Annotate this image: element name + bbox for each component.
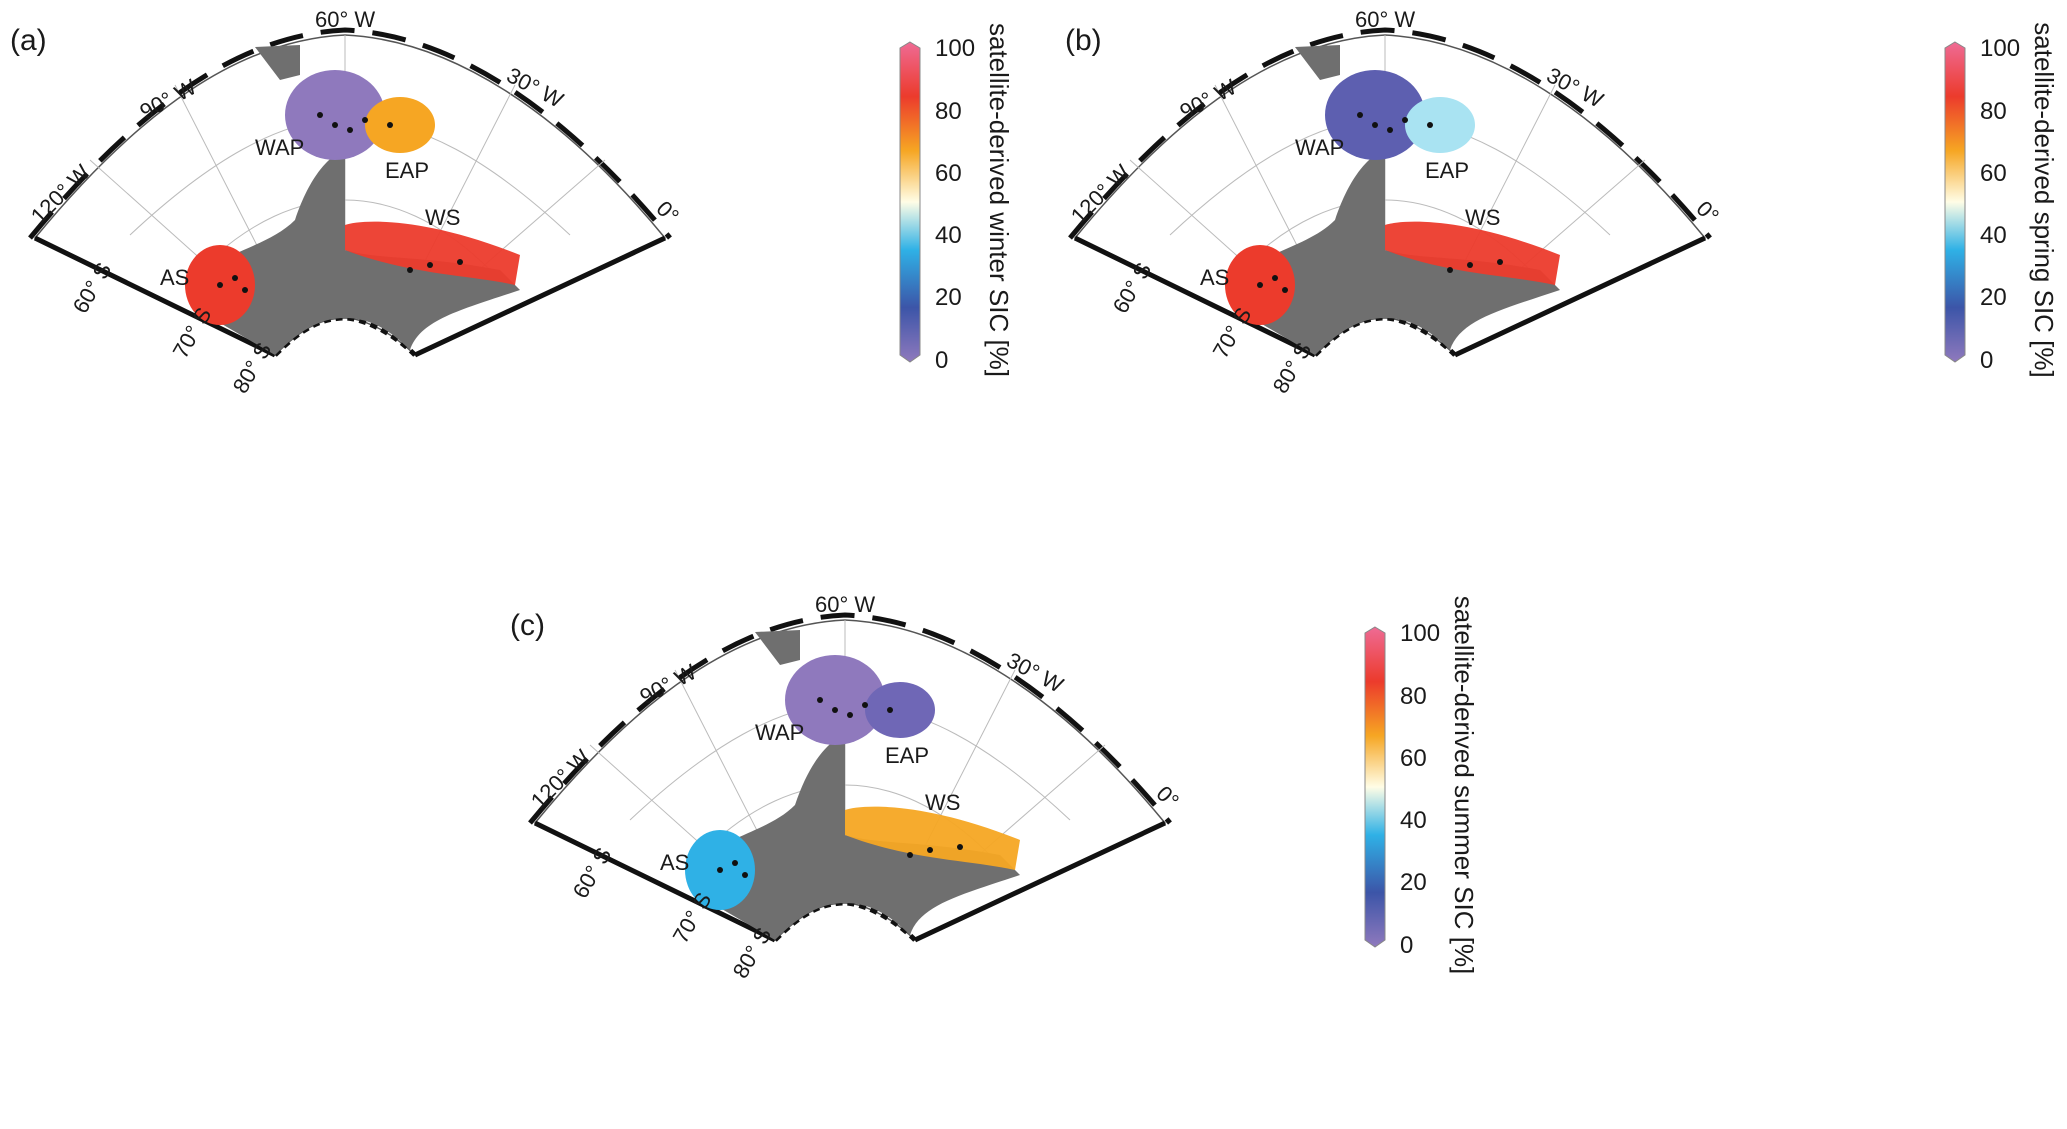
lat-label: 60° S (68, 258, 117, 317)
frame-border-outer (28, 27, 672, 240)
panel-label: (a) (10, 24, 47, 57)
land (255, 45, 300, 80)
colorbar-tick: 60 (1400, 745, 1427, 772)
lat-label: 80° S (728, 923, 777, 982)
lon-label: 0° (651, 196, 684, 229)
sample-points (717, 697, 963, 878)
panel-b: (b) WAP EAP WS (1040, 0, 2067, 520)
panel-a: (a) WAP EAP WS (0, 0, 1030, 520)
region-label-as: AS (660, 850, 689, 875)
colorbar-tick: 100 (1980, 35, 2020, 62)
colorbar: 100 80 60 40 20 0 satellite-derived wint… (899, 23, 1014, 377)
lat-label: 60° S (1108, 258, 1157, 317)
lat-label: 80° S (1268, 338, 1317, 397)
ws-sic-field (845, 806, 1020, 870)
colorbar-tick: 0 (935, 347, 948, 374)
frame-border-inner (273, 315, 417, 357)
colorbar-tick: 20 (1980, 284, 2007, 311)
region-label-wap: WAP (755, 720, 804, 745)
colorbar-tick: 80 (1400, 683, 1427, 710)
lat-label: 70° S (1208, 303, 1257, 362)
lon-label: 0° (1691, 196, 1724, 229)
land (200, 150, 520, 355)
colorbar-tick: 20 (935, 284, 962, 311)
region-label-ws: WS (1465, 205, 1500, 230)
colorbar-title: satellite-derived summer SIC [%] (1449, 596, 1479, 975)
colorbar: 100 80 60 40 20 0 satellite-derived summ… (1364, 596, 1479, 975)
lon-label: 60° W (1355, 7, 1415, 32)
lon-label: 0° (1151, 781, 1184, 814)
wap-sic-field (1325, 70, 1425, 160)
eap-sic-field (865, 682, 935, 738)
land (1240, 150, 1560, 355)
region-label-wap: WAP (255, 135, 304, 160)
sample-points (217, 112, 463, 293)
colorbar-tick: 100 (935, 35, 975, 62)
colorbar-title: satellite-derived winter SIC [%] (984, 23, 1014, 377)
lat-label: 70° S (668, 888, 717, 947)
colorbar-tick: 80 (935, 98, 962, 125)
colorbar-tick: 0 (1980, 347, 1993, 374)
panel-label: (c) (510, 609, 545, 642)
lat-label: 80° S (228, 338, 277, 397)
sample-points (1257, 112, 1503, 293)
land (755, 630, 800, 665)
colorbar-title: satellite-derived spring SIC [%] (2029, 22, 2059, 377)
ws-sic-field (1385, 221, 1560, 285)
frame-border-inner (773, 900, 917, 942)
colorbar-tick: 40 (1980, 222, 2007, 249)
region-label-ws: WS (425, 205, 460, 230)
frame-border-inner (1313, 315, 1457, 357)
wap-sic-field (785, 655, 885, 745)
map: WAP EAP WS AS 120° W 90° W 60° W 30° W 0… (526, 592, 1184, 983)
colorbar-tick: 40 (1400, 807, 1427, 834)
frame-border-outer (528, 612, 1172, 825)
colorbar-tick: 60 (1980, 160, 2007, 187)
lat-label: 70° S (168, 303, 217, 362)
frame-border-outer (1068, 27, 1712, 240)
panel-c: (c) WAP EAP WS (500, 575, 1580, 1115)
lon-label: 60° W (315, 7, 375, 32)
lat-label: 60° S (568, 843, 617, 902)
map: WAP EAP WS AS 120° W 90° W 60° W 30° W 0… (1066, 7, 1724, 398)
region-label-eap: EAP (1425, 158, 1469, 183)
colorbar-tick: 80 (1980, 98, 2007, 125)
ws-sic-field (345, 221, 520, 285)
region-label-wap: WAP (1295, 135, 1344, 160)
eap-sic-field (1405, 97, 1475, 153)
colorbar-tick: 100 (1400, 620, 1440, 647)
frame-sides (533, 820, 1167, 943)
land (700, 735, 1020, 940)
frame-sides (33, 235, 667, 358)
panel-label: (b) (1065, 24, 1102, 57)
region-label-eap: EAP (385, 158, 429, 183)
frame-sides (1073, 235, 1707, 358)
colorbar: 100 80 60 40 20 0 satellite-derived spri… (1944, 22, 2059, 378)
region-label-eap: EAP (885, 743, 929, 768)
colorbar-tick: 0 (1400, 932, 1413, 959)
eap-sic-field (365, 97, 435, 153)
colorbar-tick: 20 (1400, 869, 1427, 896)
map: WAP EAP WS AS 120° W 90° W 60° W 30° W 0… (26, 7, 684, 398)
lon-label: 60° W (815, 592, 875, 617)
region-label-as: AS (1200, 265, 1229, 290)
land (1295, 45, 1340, 80)
region-label-as: AS (160, 265, 189, 290)
colorbar-tick: 40 (935, 222, 962, 249)
wap-sic-field (285, 70, 385, 160)
colorbar-tick: 60 (935, 160, 962, 187)
region-label-ws: WS (925, 790, 960, 815)
